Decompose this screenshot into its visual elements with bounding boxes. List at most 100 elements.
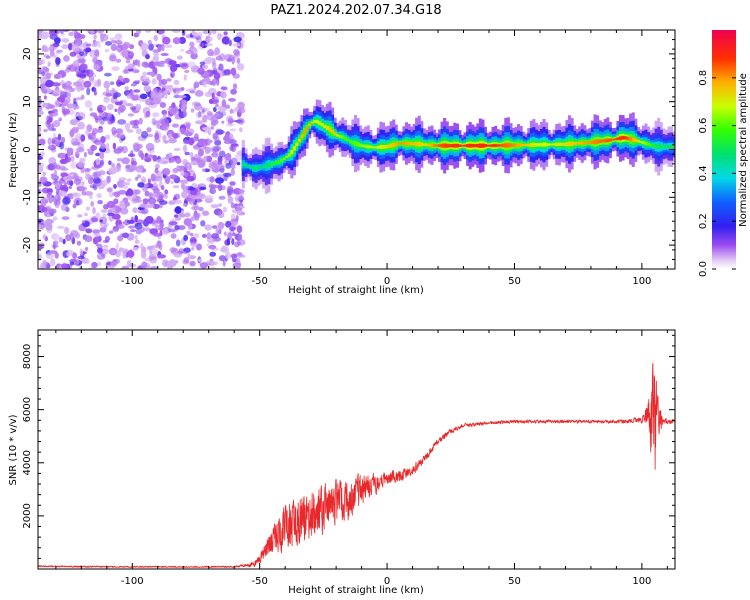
noise-blob xyxy=(93,236,102,243)
noise-blob xyxy=(83,151,87,158)
spectrogram-ylabel: Frequency (Hz) xyxy=(8,112,19,188)
noise-blob xyxy=(188,187,196,191)
noise-blob xyxy=(190,232,194,237)
noise-blob xyxy=(79,50,85,57)
noise-blob xyxy=(132,142,141,150)
noise-blob xyxy=(61,136,66,144)
noise-blob xyxy=(235,233,243,241)
noise-blob xyxy=(206,243,210,247)
noise-blob xyxy=(74,30,78,37)
noise-blob xyxy=(76,240,82,246)
noise-blob xyxy=(131,198,140,204)
noise-blob xyxy=(164,44,173,49)
noise-blob xyxy=(230,67,237,76)
noise-blob xyxy=(92,79,97,88)
noise-blob xyxy=(46,188,53,195)
ridge-segment xyxy=(422,143,426,146)
noise-blob xyxy=(59,89,63,96)
noise-blob xyxy=(218,150,226,158)
noise-blob xyxy=(142,78,151,85)
noise-blob xyxy=(164,189,169,195)
noise-blob xyxy=(59,141,65,150)
ridge-segment xyxy=(524,144,528,146)
ridge-segment xyxy=(364,144,368,148)
noise-blob xyxy=(68,174,72,181)
noise-blob xyxy=(86,30,94,33)
noise-blob xyxy=(215,227,219,235)
noise-blob xyxy=(180,179,189,185)
noise-blob xyxy=(207,146,212,154)
noise-blob xyxy=(63,69,71,73)
ridge-segment xyxy=(639,140,643,143)
noise-blob xyxy=(106,88,110,95)
snr-xtick-label: 50 xyxy=(508,576,521,587)
noise-blob xyxy=(168,221,178,226)
ridge-segment xyxy=(308,123,312,127)
noise-blob xyxy=(86,87,91,96)
noise-blob xyxy=(94,50,100,58)
colorbar-ticks: 0.0 0.2 0.4 0.6 0.8 xyxy=(698,70,736,277)
noise-blob xyxy=(77,73,86,78)
noise-blob xyxy=(161,259,169,268)
ridge-segment xyxy=(634,138,638,143)
noise-blob xyxy=(230,88,238,95)
noise-blob xyxy=(178,95,187,99)
noise-blob xyxy=(122,41,131,49)
noise-blob xyxy=(50,258,56,267)
ridge-segment xyxy=(616,137,620,141)
noise-blob xyxy=(147,178,151,184)
noise-blob xyxy=(111,126,117,135)
noise-blob xyxy=(109,37,116,41)
noise-blob xyxy=(56,49,63,53)
ridge-segment xyxy=(552,143,556,146)
ridge-segment xyxy=(371,146,375,149)
ridge-segment xyxy=(374,146,378,149)
noise-blob xyxy=(145,98,153,106)
noise-blob xyxy=(67,43,73,51)
noise-blob xyxy=(134,189,141,195)
noise-blob xyxy=(106,114,112,120)
noise-blob xyxy=(100,142,106,150)
noise-blob xyxy=(149,248,159,256)
snr-xtick-label: -50 xyxy=(252,576,268,587)
noise-blob xyxy=(61,105,65,113)
noise-blob xyxy=(66,92,72,99)
noise-blob xyxy=(38,104,43,112)
noise-blob xyxy=(191,247,195,251)
ridge-segment xyxy=(379,145,383,150)
noise-blob xyxy=(124,86,129,90)
ridge-segment xyxy=(636,140,640,143)
ridge-segment xyxy=(443,143,447,148)
noise-blob xyxy=(96,193,102,199)
noise-blob xyxy=(230,253,238,259)
noise-blob xyxy=(227,196,234,204)
noise-blob xyxy=(153,34,159,42)
noise-blob xyxy=(47,137,52,145)
noise-blob xyxy=(161,43,165,52)
ridge-segment xyxy=(300,134,304,139)
ridge-segment xyxy=(596,139,600,144)
noise-blob xyxy=(159,102,167,108)
noise-blob xyxy=(44,79,54,88)
snr-axes: -100 -50 0 50 100 2000 4000 6000 8000 xyxy=(22,330,675,587)
noise-blob xyxy=(229,181,236,186)
noise-blob xyxy=(158,243,163,251)
noise-blob xyxy=(226,58,232,62)
ridge-segment xyxy=(560,142,564,146)
ridge-segment xyxy=(277,160,281,164)
noise-blob xyxy=(78,58,86,64)
noise-blob xyxy=(210,99,219,105)
noise-blob xyxy=(236,161,241,166)
noise-blob xyxy=(185,185,191,193)
ridge-segment xyxy=(532,142,536,147)
noise-blob xyxy=(85,47,92,53)
ridge-segment xyxy=(626,136,630,141)
noise-blob xyxy=(103,80,110,89)
noise-blob xyxy=(225,115,234,123)
noise-blob xyxy=(95,158,101,166)
noise-blob xyxy=(111,228,119,233)
ridge-segment xyxy=(486,144,490,147)
snr-ylabel: SNR (10 * v/v) xyxy=(8,414,19,485)
noise-blob xyxy=(74,151,80,158)
noise-blob xyxy=(188,137,195,146)
